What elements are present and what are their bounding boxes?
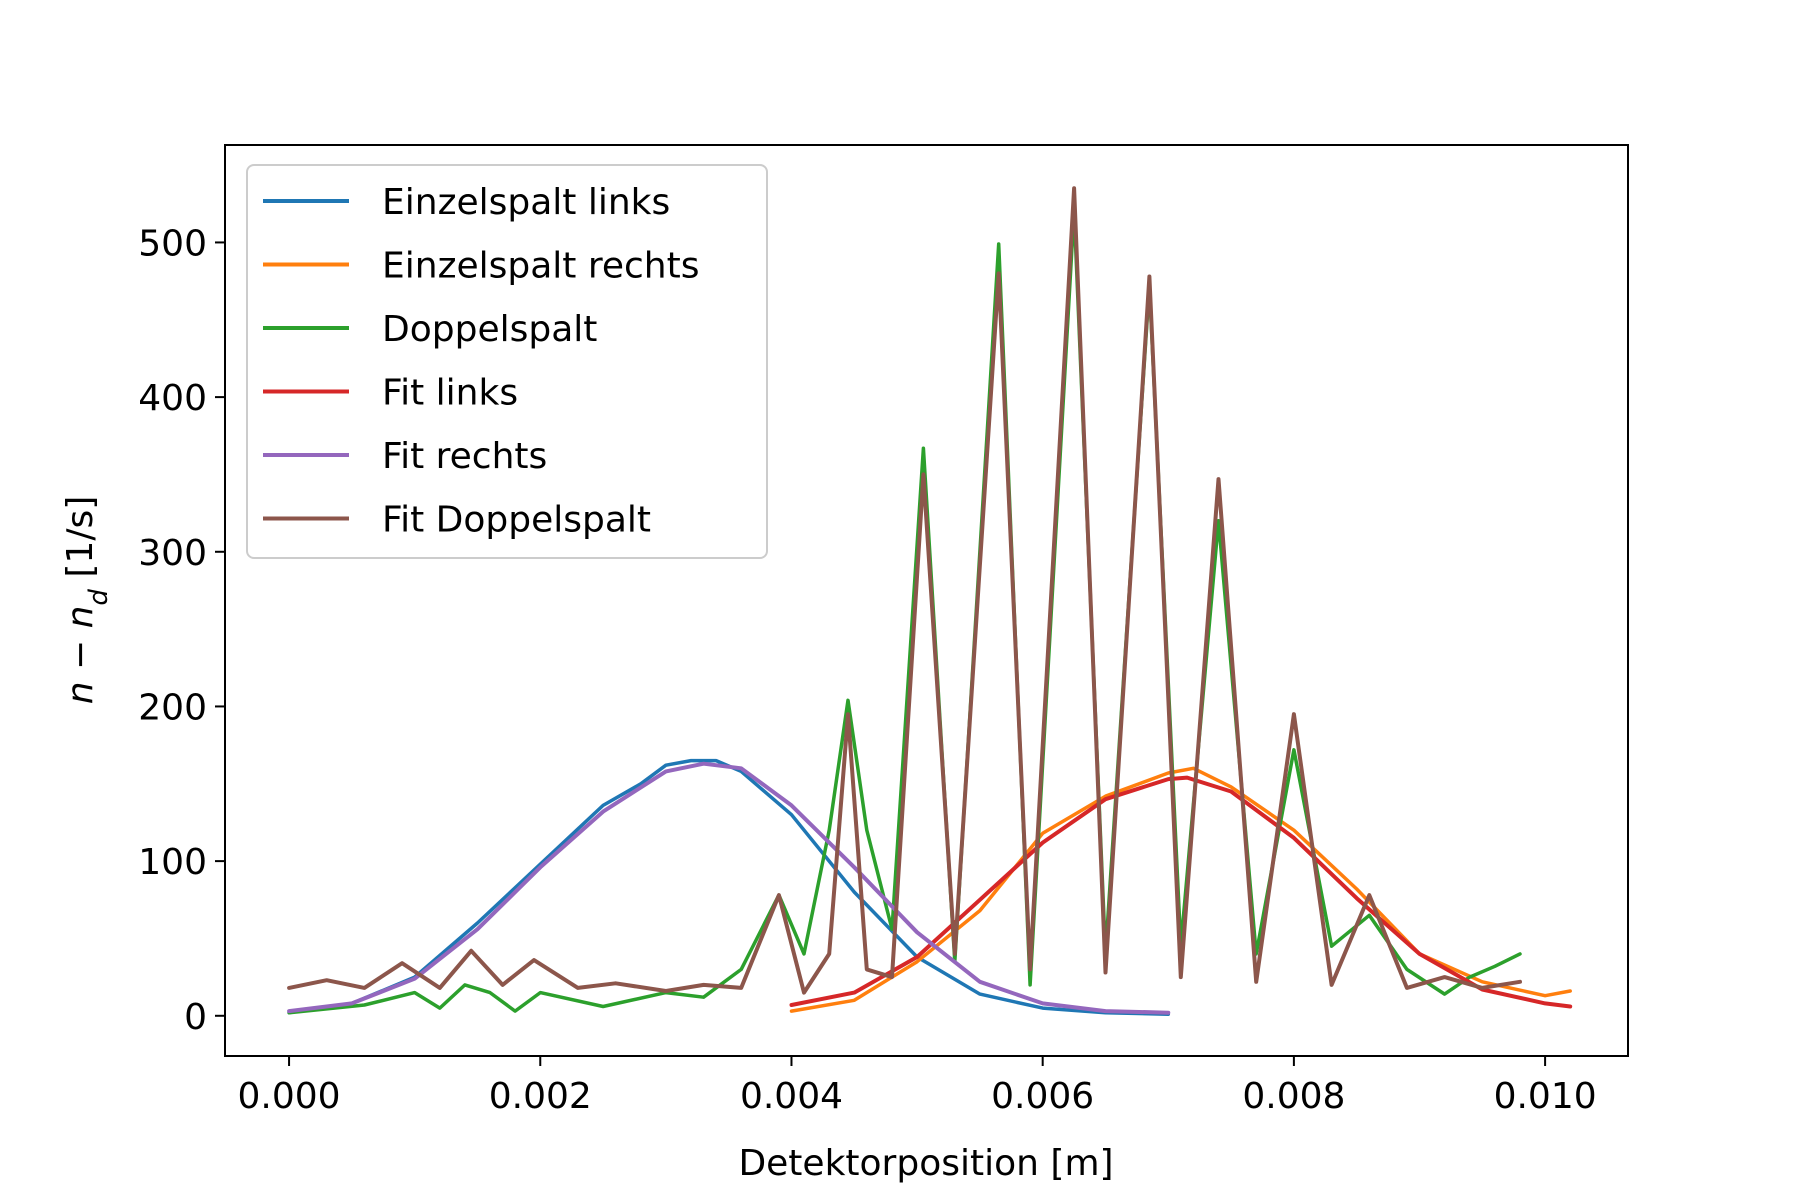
legend-label-4: Fit links: [382, 373, 518, 414]
x-tick-label: 0.006: [991, 1076, 1094, 1117]
y-axis-label-sub: d: [84, 589, 114, 606]
legend-box: [246, 164, 768, 559]
legend-label-1: Einzelspalt links: [382, 182, 670, 223]
legend-label-5: Fit rechts: [382, 436, 547, 477]
x-axis-label: Detektorposition [m]: [738, 1143, 1113, 1184]
plot-frame: [224, 144, 1629, 1057]
y-axis-label: n − nd [1/s]: [60, 496, 114, 705]
series-line-4: [789, 775, 1573, 1009]
x-tick-label: 0.002: [489, 1076, 592, 1117]
legend: Einzelspalt links Einzelspalt rechts Doppe…: [246, 164, 768, 559]
y-tick-label: 300: [138, 533, 207, 574]
series-line-5: [287, 761, 1171, 1015]
y-tick-label: 200: [138, 687, 207, 728]
series-line-6: [287, 186, 1522, 995]
x-tick-label: 0.010: [1494, 1076, 1597, 1117]
series-line-1: [287, 758, 1171, 1016]
series-group: [287, 186, 1573, 1016]
series-line-3: [287, 208, 1522, 1015]
x-axis: 0.000 0.002 0.004 0.006 0.008 0.010: [238, 1056, 1597, 1117]
legend-label-3: Doppelspalt: [382, 309, 597, 350]
y-axis: 0 100 200 300 400 500: [138, 223, 225, 1038]
x-tick-label: 0.000: [238, 1076, 341, 1117]
legend-label-6: Fit Doppelspalt: [382, 500, 651, 541]
x-tick-label: 0.008: [1242, 1076, 1345, 1117]
series-line-2: [789, 766, 1572, 1013]
y-tick-label: 100: [138, 842, 207, 883]
y-axis-label-main: n − n: [60, 606, 101, 705]
y-tick-label: 500: [138, 223, 207, 264]
y-tick-label: 400: [138, 378, 207, 419]
x-tick-label: 0.004: [740, 1076, 843, 1117]
legend-label-2: Einzelspalt rechts: [382, 246, 699, 287]
y-axis-label-unit: [1/s]: [60, 496, 101, 589]
y-tick-label: 0: [184, 997, 207, 1038]
